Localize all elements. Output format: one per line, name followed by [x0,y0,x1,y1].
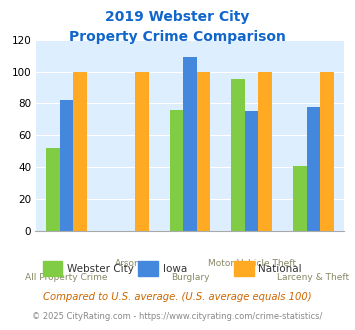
Text: © 2025 CityRating.com - https://www.cityrating.com/crime-statistics/: © 2025 CityRating.com - https://www.city… [32,312,323,321]
Text: National: National [258,264,302,274]
Bar [197,72,210,231]
Bar [183,57,197,231]
Bar [73,72,87,231]
Bar [245,112,258,231]
Bar [60,100,73,231]
Text: Arson: Arson [115,259,141,268]
Bar [46,148,60,231]
Text: All Property Crime: All Property Crime [25,273,108,282]
Text: Larceny & Theft: Larceny & Theft [277,273,350,282]
Bar [320,72,334,231]
Bar [231,80,245,231]
Text: 2019 Webster City: 2019 Webster City [105,10,250,24]
Text: Iowa: Iowa [163,264,187,274]
Bar [170,110,183,231]
Text: Property Crime Comparison: Property Crime Comparison [69,30,286,44]
Text: Burglary: Burglary [171,273,209,282]
Bar [258,72,272,231]
Text: Compared to U.S. average. (U.S. average equals 100): Compared to U.S. average. (U.S. average … [43,292,312,302]
Bar [135,72,148,231]
Text: Motor Vehicle Theft: Motor Vehicle Theft [208,259,296,268]
Bar [307,107,320,231]
Text: Webster City: Webster City [67,264,133,274]
Bar [293,166,307,231]
